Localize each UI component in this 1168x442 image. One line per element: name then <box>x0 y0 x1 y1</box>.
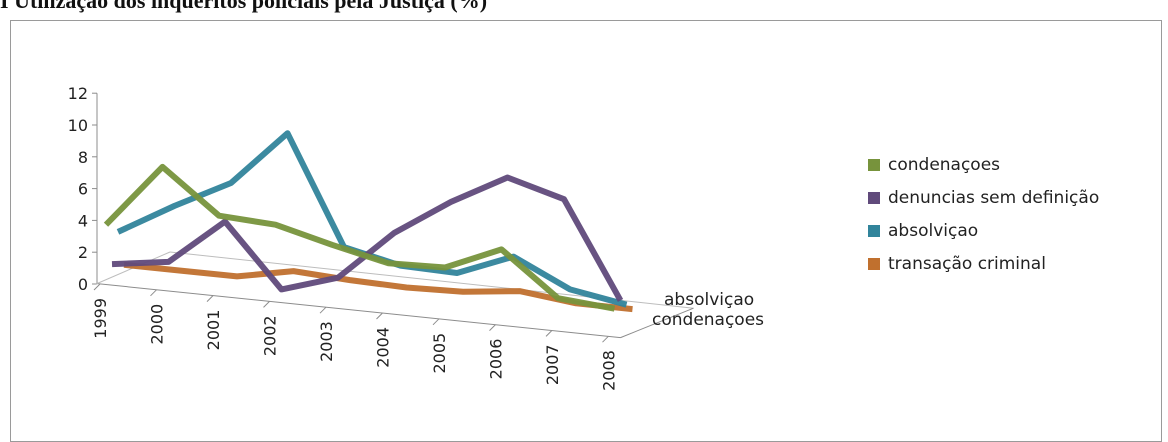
x-tick-label: 2008 <box>600 350 619 391</box>
x-tick-label: 2000 <box>148 304 167 345</box>
legend-swatch <box>868 191 880 204</box>
depth-axis-line <box>620 307 694 339</box>
x-tick-label: 2007 <box>543 344 562 385</box>
legend-swatch <box>868 224 880 237</box>
x-tick-label: 1999 <box>91 298 110 339</box>
legend-label: absolviçao <box>888 220 979 241</box>
legend-item: transação criminal <box>868 247 1099 280</box>
series-line-1 <box>103 163 616 312</box>
y-tick-label: 0 <box>78 275 88 294</box>
y-tick-label: 6 <box>78 180 88 199</box>
x-tick-mark <box>545 330 553 337</box>
chart-legend: condenaçoes denuncias sem definição absolv… <box>868 148 1099 280</box>
y-tick-label: 8 <box>78 148 88 167</box>
legend-item: denuncias sem definição <box>868 181 1099 214</box>
y-tick-label: 10 <box>68 116 88 135</box>
x-tick-mark <box>376 312 383 320</box>
x-tick-label: 2001 <box>204 310 223 351</box>
x-tick-mark <box>263 301 270 308</box>
chart-title: I Utilização dos inquéritos policiais pe… <box>0 0 488 13</box>
x-tick-mark <box>432 318 440 326</box>
x-tick-label: 2005 <box>430 333 449 374</box>
x-tick-label: 2002 <box>261 315 280 356</box>
y-tick-label: 2 <box>78 243 88 262</box>
y-tick-label: 12 <box>68 84 88 103</box>
depth-tick-label: condenaçoes <box>652 310 764 330</box>
x-tick-mark <box>489 324 496 331</box>
x-tick-mark <box>319 306 327 314</box>
legend-swatch <box>868 257 880 270</box>
series-line-4 <box>123 261 633 313</box>
x-tick-label: 2003 <box>317 321 336 362</box>
x-tick-mark <box>93 283 101 291</box>
x-tick-label: 2006 <box>487 339 506 380</box>
legend-label: condenaçoes <box>888 154 1001 175</box>
x-tick-mark <box>206 295 214 302</box>
y-tick-label: 4 <box>78 211 88 230</box>
series-line-3 <box>116 130 628 308</box>
x-tick-mark <box>602 335 609 343</box>
depth-tick-label: absolviçao <box>664 290 754 310</box>
legend-swatch <box>868 158 880 171</box>
x-tick-label: 2004 <box>374 327 393 368</box>
chart-frame <box>10 20 1162 442</box>
legend-item: absolviçao <box>868 214 1099 247</box>
legend-item: condenaçoes <box>868 148 1099 181</box>
legend-label: transação criminal <box>888 253 1046 274</box>
x-tick-mark <box>150 289 157 297</box>
legend-label: denuncias sem definição <box>888 187 1100 208</box>
x-axis-line <box>95 283 621 339</box>
